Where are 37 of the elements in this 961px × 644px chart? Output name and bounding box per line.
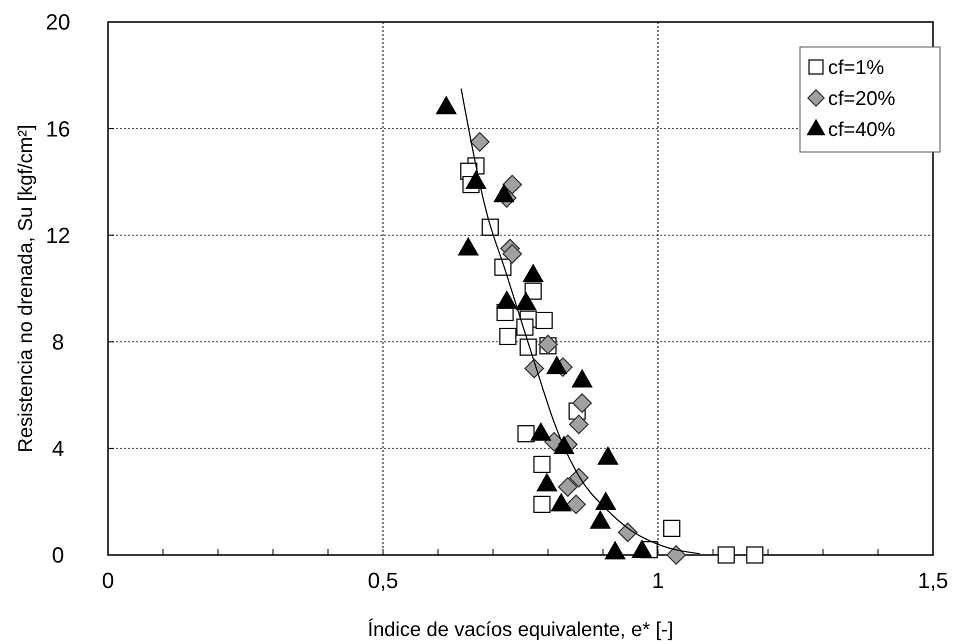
point — [517, 425, 535, 442]
point — [569, 414, 589, 434]
y-tick-label: 0 — [52, 542, 64, 568]
y-tick-label: 8 — [52, 330, 64, 354]
legend-label: cf=1% — [828, 57, 884, 79]
x-tick-label: 1,5 — [918, 568, 948, 593]
y-tick-label: 16 — [46, 116, 70, 142]
point — [482, 218, 499, 236]
point — [520, 338, 537, 356]
point — [524, 282, 542, 300]
point — [746, 546, 764, 564]
x-tick-label: 0 — [102, 568, 114, 593]
y-axis-title: Resistencia no drenada, Su [kgf/cm²] — [15, 124, 37, 452]
y-tick-label: 4 — [52, 436, 64, 462]
point — [516, 318, 534, 336]
point — [533, 496, 551, 513]
point — [666, 545, 686, 565]
y-tick-label: 20 — [46, 10, 70, 35]
point — [499, 328, 516, 346]
point — [566, 494, 586, 514]
point — [569, 468, 589, 488]
y-tick-label: 12 — [46, 222, 70, 248]
point — [533, 456, 551, 473]
point — [558, 477, 578, 497]
point — [470, 132, 490, 152]
x-tick-label: 0,5 — [368, 568, 398, 593]
point — [536, 312, 553, 330]
legend-label: cf=40% — [828, 119, 896, 141]
x-tick-label: 1 — [652, 568, 664, 593]
point — [502, 174, 522, 194]
x-axis-title: Índice de vacíos equivalente, e* [-] — [368, 618, 674, 641]
point — [718, 546, 735, 564]
legend-label: cf=20% — [828, 88, 896, 110]
point — [618, 522, 638, 542]
point — [572, 393, 592, 413]
point — [502, 244, 522, 264]
point — [663, 520, 680, 537]
